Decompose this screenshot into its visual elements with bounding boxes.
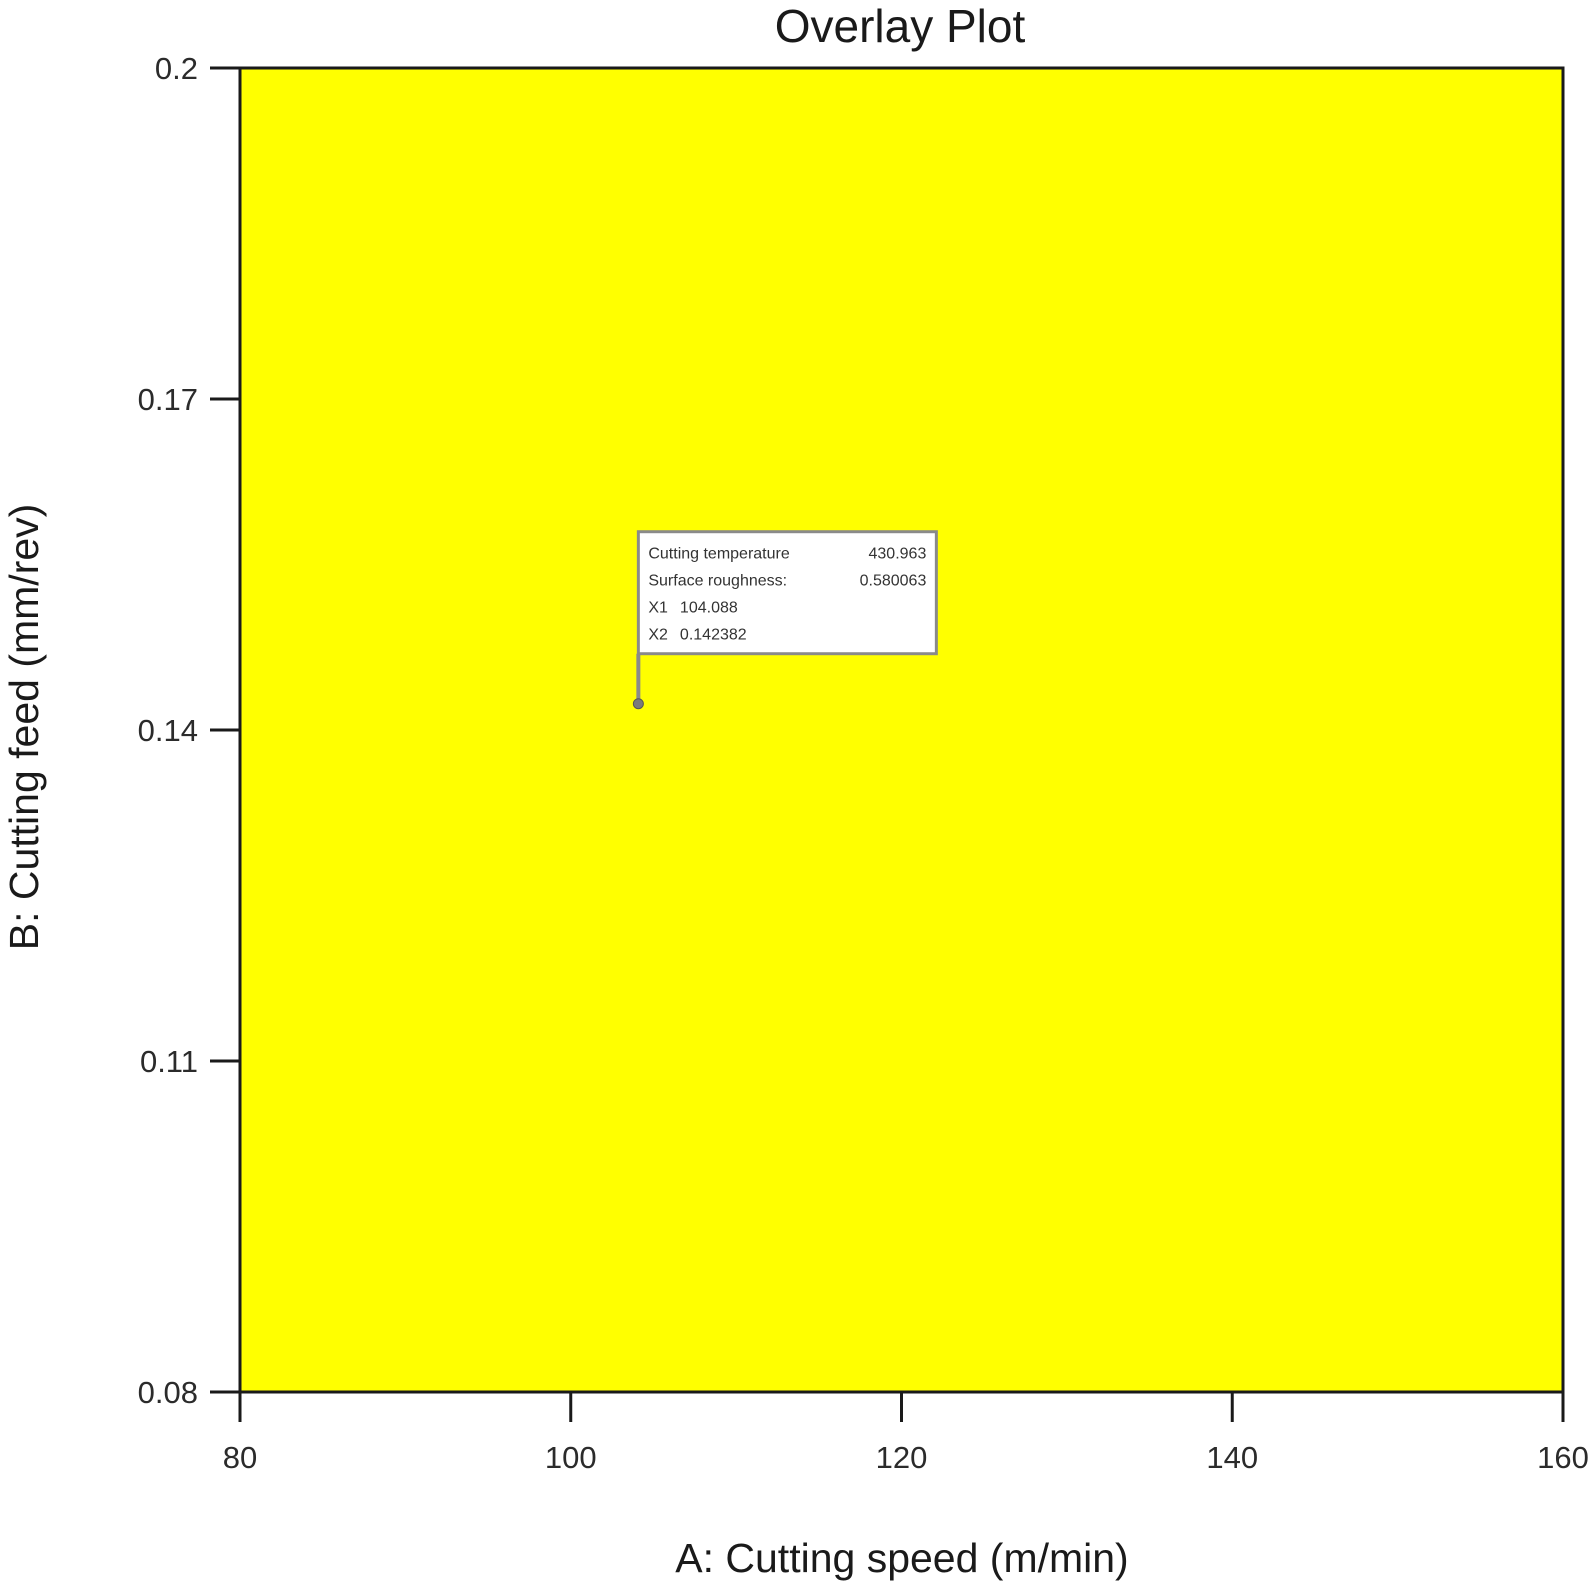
flag-point-marker [632, 698, 644, 710]
x-tick-label: 80 [223, 1440, 257, 1475]
x-tick-label: 160 [1537, 1440, 1589, 1475]
flag-line-value: 430.963 [869, 546, 927, 563]
flag-line-label: X2 [648, 627, 668, 644]
y-tick-label: 0.2 [155, 51, 198, 86]
y-tick-label: 0.17 [138, 382, 198, 417]
chart-title: Overlay Plot [775, 0, 1026, 52]
y-tick-label: 0.08 [138, 1375, 198, 1410]
flag-line-label: Cutting temperature [648, 546, 790, 563]
plot-area [238, 66, 1565, 1394]
y-axis-title: B: Cutting feed (mm/rev) [1, 504, 47, 951]
x-axis: 80 100 120 140 160 [223, 1392, 1589, 1475]
flag-line-value: 0.580063 [860, 573, 927, 590]
x-tick-label: 100 [545, 1440, 597, 1475]
y-tick-label: 0.11 [140, 1044, 198, 1079]
y-tick-label: 0.14 [138, 713, 198, 748]
x-tick-label: 140 [1206, 1440, 1258, 1475]
flag-line-label: Surface roughness: [648, 573, 787, 590]
flag-line-label: X1 [648, 600, 668, 617]
flag-line-value: 0.142382 [680, 627, 747, 644]
flag-box [636, 530, 938, 656]
flag-line-value: 104.088 [680, 600, 738, 617]
point-flag[interactable]: Cutting temperature 430.963 Surface roughn… [632, 530, 938, 710]
x-axis-title: A: Cutting speed (m/min) [675, 1535, 1128, 1581]
y-axis: 0.08 0.11 0.14 0.17 0.2 [138, 51, 240, 1410]
feasible-region [240, 68, 1563, 1392]
x-tick-label: 120 [876, 1440, 928, 1475]
